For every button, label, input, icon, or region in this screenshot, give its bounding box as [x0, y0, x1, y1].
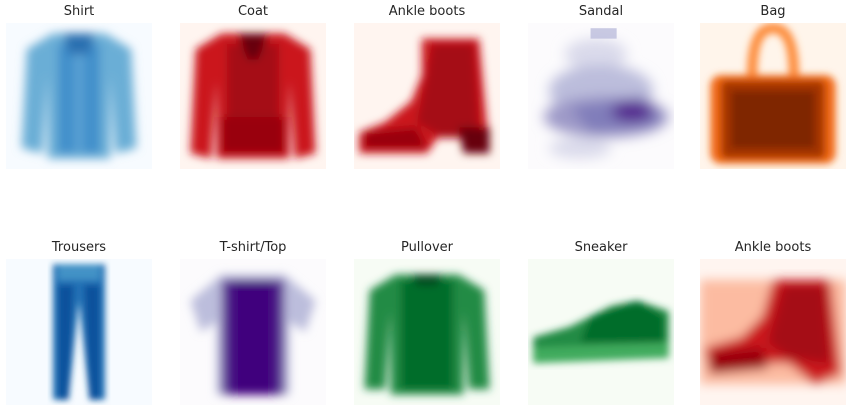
coat-icon: [180, 23, 326, 169]
panel-title: Sneaker: [574, 240, 628, 255]
panel-title: T-shirt/Top: [219, 240, 287, 255]
panel-title: Pullover: [400, 240, 454, 255]
sneaker-icon: [528, 259, 674, 405]
pullover-icon: [354, 259, 500, 405]
panel-title: Trousers: [51, 240, 107, 255]
panel-title: Sandal: [578, 4, 624, 19]
tshirt-icon: [180, 259, 326, 405]
ankle-boot-icon: [700, 259, 846, 405]
panel-title: Bag: [760, 4, 786, 19]
panel-title: Ankle boots: [734, 240, 812, 255]
ankle-boot-icon: [354, 23, 500, 169]
panel-title: Ankle boots: [388, 4, 466, 19]
sandal-icon: [528, 23, 674, 169]
panel-title: Coat: [237, 4, 269, 19]
trousers-icon: [6, 259, 152, 405]
bag-icon: [700, 23, 846, 169]
shirt-icon: [6, 23, 152, 169]
panel-title: Shirt: [63, 4, 95, 19]
